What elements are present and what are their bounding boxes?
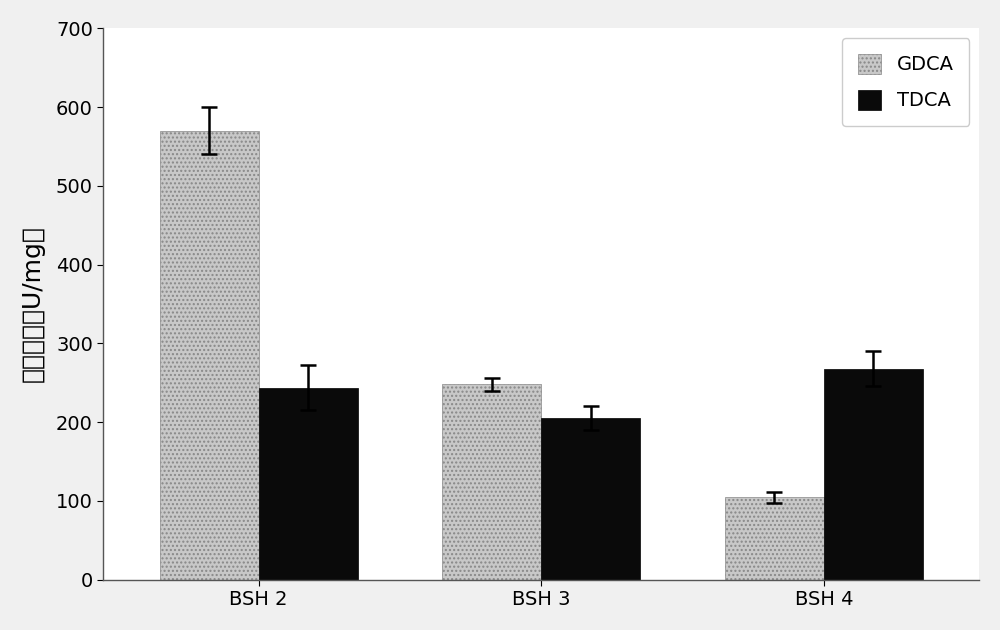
Bar bbox=[160, 131, 259, 580]
Bar bbox=[824, 369, 923, 580]
Legend: GDCA, TDCA: GDCA, TDCA bbox=[842, 38, 969, 126]
Y-axis label: 相对活力（U/mg）: 相对活力（U/mg） bbox=[21, 226, 45, 382]
Bar bbox=[541, 418, 640, 580]
Bar bbox=[259, 387, 358, 580]
Bar bbox=[725, 497, 824, 580]
Bar bbox=[442, 384, 541, 580]
